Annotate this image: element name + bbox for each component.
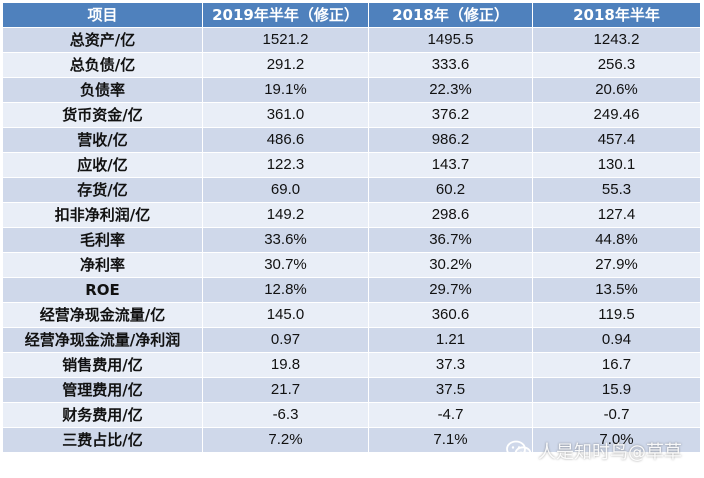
row-label: 负债率 [2,77,203,103]
cell-2018-revised: 29.7% [368,277,533,303]
cell-2019-half-revised: 7.2% [202,427,369,453]
cell-2018-half: 20.6% [532,77,701,103]
table-row: 货币资金/亿 361.0 376.2 249.46 [2,102,701,128]
cell-2018-half: 55.3 [532,177,701,203]
header-item: 项目 [2,2,203,28]
table-row: 经营净现金流量/亿 145.0 360.6 119.5 [2,302,701,328]
cell-2018-half: 7.0% [532,427,701,453]
cell-2018-revised: 298.6 [368,202,533,228]
cell-2018-revised: 1495.5 [368,27,533,53]
cell-2018-half: 249.46 [532,102,701,128]
cell-2018-half: 119.5 [532,302,701,328]
table-row: 营收/亿 486.6 986.2 457.4 [2,127,701,153]
table-row: 总负债/亿 291.2 333.6 256.3 [2,52,701,78]
row-label: 管理费用/亿 [2,377,203,403]
table-body: 总资产/亿 1521.2 1495.5 1243.2 总负债/亿 291.2 333.6 25… [2,27,701,453]
header-2018-revised: 2018年（修正） [368,2,533,28]
cell-2018-revised: 7.1% [368,427,533,453]
row-label: 总负债/亿 [2,52,203,78]
cell-2018-half: 1243.2 [532,27,701,53]
table-row: 三费占比/亿 7.2% 7.1% 7.0% [2,427,701,453]
header-2019-half-revised: 2019年半年（修正） [202,2,369,28]
table-row: 管理费用/亿 21.7 37.5 15.9 [2,377,701,403]
cell-2018-half: 15.9 [532,377,701,403]
table-row: 负债率 19.1% 22.3% 20.6% [2,77,701,103]
cell-2018-revised: 37.3 [368,352,533,378]
table-row: 经营净现金流量/净利润 0.97 1.21 0.94 [2,327,701,353]
cell-2019-half-revised: 361.0 [202,102,369,128]
row-label: 总资产/亿 [2,27,203,53]
cell-2018-revised: -4.7 [368,402,533,428]
cell-2018-revised: 360.6 [368,302,533,328]
cell-2018-revised: 22.3% [368,77,533,103]
cell-2018-half: 16.7 [532,352,701,378]
cell-2019-half-revised: 33.6% [202,227,369,253]
cell-2019-half-revised: 69.0 [202,177,369,203]
wechat-icon [506,440,532,461]
watermark-text: 人是知时鸟@草草 [538,442,682,463]
table-row: 净利率 30.7% 30.2% 27.9% [2,252,701,278]
row-label: 净利率 [2,252,203,278]
cell-2019-half-revised: 145.0 [202,302,369,328]
cell-2018-revised: 143.7 [368,152,533,178]
cell-2018-revised: 37.5 [368,377,533,403]
header-row: 项目 2019年半年（修正） 2018年（修正） 2018年半年 [2,2,701,28]
cell-2018-half: 256.3 [532,52,701,78]
row-label: 营收/亿 [2,127,203,153]
cell-2018-revised: 60.2 [368,177,533,203]
cell-2019-half-revised: 12.8% [202,277,369,303]
row-label: 应收/亿 [2,152,203,178]
cell-2019-half-revised: -6.3 [202,402,369,428]
table-row: 总资产/亿 1521.2 1495.5 1243.2 [2,27,701,53]
cell-2018-half: 0.94 [532,327,701,353]
cell-2019-half-revised: 122.3 [202,152,369,178]
table-row: ROE 12.8% 29.7% 13.5% [2,277,701,303]
row-label: 扣非净利润/亿 [2,202,203,228]
row-label: 存货/亿 [2,177,203,203]
table-row: 应收/亿 122.3 143.7 130.1 [2,152,701,178]
row-label: 销售费用/亿 [2,352,203,378]
header-2018-half: 2018年半年 [532,2,701,28]
cell-2018-revised: 30.2% [368,252,533,278]
row-label: 经营净现金流量/净利润 [2,327,203,353]
table-row: 毛利率 33.6% 36.7% 44.8% [2,227,701,253]
row-label: ROE [2,277,203,303]
table-row: 存货/亿 69.0 60.2 55.3 [2,177,701,203]
cell-2019-half-revised: 291.2 [202,52,369,78]
cell-2019-half-revised: 0.97 [202,327,369,353]
row-label: 三费占比/亿 [2,427,203,453]
cell-2018-revised: 986.2 [368,127,533,153]
watermark: 人是知时鸟@草草 [506,438,682,464]
table-row: 财务费用/亿 -6.3 -4.7 -0.7 [2,402,701,428]
cell-2018-half: 127.4 [532,202,701,228]
row-label: 财务费用/亿 [2,402,203,428]
table-header: 项目 2019年半年（修正） 2018年（修正） 2018年半年 [2,2,701,28]
cell-2018-revised: 333.6 [368,52,533,78]
cell-2018-half: 130.1 [532,152,701,178]
cell-2019-half-revised: 21.7 [202,377,369,403]
cell-2018-revised: 36.7% [368,227,533,253]
cell-2018-half: 44.8% [532,227,701,253]
cell-2019-half-revised: 19.1% [202,77,369,103]
financial-data-table: 项目 2019年半年（修正） 2018年（修正） 2018年半年 总资产/亿 15… [2,2,701,453]
cell-2018-half: 27.9% [532,252,701,278]
cell-2018-revised: 376.2 [368,102,533,128]
row-label: 货币资金/亿 [2,102,203,128]
cell-2018-half: -0.7 [532,402,701,428]
cell-2019-half-revised: 486.6 [202,127,369,153]
cell-2018-revised: 1.21 [368,327,533,353]
table-row: 扣非净利润/亿 149.2 298.6 127.4 [2,202,701,228]
cell-2019-half-revised: 30.7% [202,252,369,278]
cell-2018-half: 457.4 [532,127,701,153]
row-label: 经营净现金流量/亿 [2,302,203,328]
cell-2018-half: 13.5% [532,277,701,303]
row-label: 毛利率 [2,227,203,253]
table-row: 销售费用/亿 19.8 37.3 16.7 [2,352,701,378]
cell-2019-half-revised: 19.8 [202,352,369,378]
cell-2019-half-revised: 1521.2 [202,27,369,53]
cell-2019-half-revised: 149.2 [202,202,369,228]
